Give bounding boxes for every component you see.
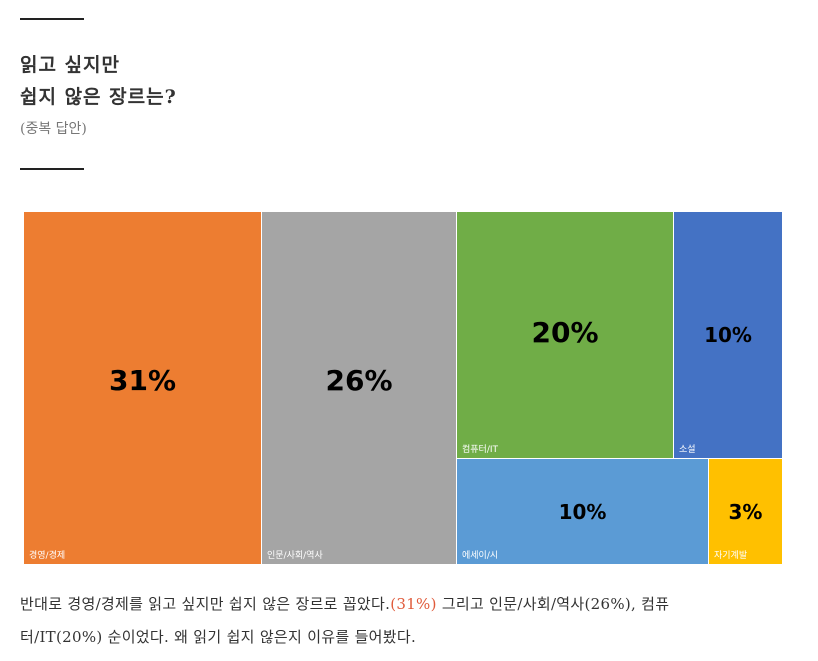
treemap-rect-6 (709, 459, 782, 564)
bottom-divider (20, 168, 84, 170)
caption-line2: 터/IT(20%) 순이었다. 왜 읽기 쉽지 않은지 이유를 들어봤다. (20, 628, 417, 646)
treemap-rect-4 (674, 212, 782, 458)
caption-text-post: 그리고 인문/사회/역사(26%), 컴퓨 (436, 595, 670, 613)
tile-3: 20% 컴퓨터/IT (457, 212, 673, 458)
treemap-rect-2 (262, 212, 456, 564)
category-label-4: 소설 (679, 444, 696, 455)
caption-highlight: (31%) (390, 595, 437, 613)
data-label-1: 31% (109, 364, 176, 397)
data-label-6: 3% (729, 500, 763, 524)
tile-2: 26% 인문/사회/역사 (262, 212, 456, 564)
data-label-3: 20% (531, 316, 598, 349)
caption-line1: 반대로 경영/경제를 읽고 싶지만 쉽지 않은 장르로 꼽았다.(31%) 그리… (20, 593, 669, 614)
treemap-rect-3 (457, 212, 673, 458)
data-label-5: 10% (559, 500, 607, 524)
data-label-2: 26% (325, 364, 392, 397)
tile-1: 31% 경영/경제 (24, 212, 261, 564)
treemap-chart: 31% 경영/경제 26% 인문/사회/역사 20% 컴퓨터/IT 10% 소설 10% 에세이/… (24, 212, 782, 564)
page-subtitle: (중복 답안) (20, 121, 87, 137)
treemap-rect-5 (457, 459, 708, 564)
caption-text-pre: 반대로 경영/경제를 읽고 싶지만 쉽지 않은 장르로 꼽았다. (20, 595, 391, 613)
tile-6: 3% 자기계발 (709, 459, 782, 564)
top-divider (20, 18, 84, 20)
category-label-1: 경영/경제 (29, 549, 65, 561)
category-label-2: 인문/사회/역사 (267, 550, 323, 561)
tile-5: 10% 에세이/시 (457, 459, 708, 564)
category-label-5: 에세이/시 (462, 550, 498, 561)
tile-4: 10% 소설 (674, 212, 782, 458)
category-label-6: 자기계발 (714, 549, 747, 561)
treemap-rect-1 (24, 212, 261, 564)
page-title-line1: 읽고 싶지만 (20, 54, 121, 76)
category-label-3: 컴퓨터/IT (462, 443, 499, 455)
data-label-4: 10% (704, 323, 752, 347)
page-title-line2: 쉽지 않은 장르는? (20, 86, 177, 108)
